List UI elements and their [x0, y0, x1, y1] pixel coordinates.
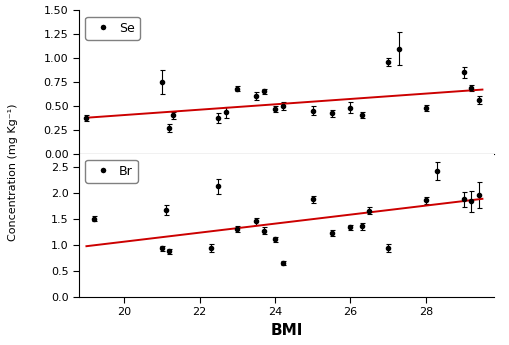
- Text: Concentration (mg Kg⁻¹): Concentration (mg Kg⁻¹): [8, 104, 18, 241]
- Legend: Br: Br: [85, 160, 137, 183]
- Legend: Se: Se: [85, 17, 139, 40]
- X-axis label: BMI: BMI: [270, 323, 302, 338]
